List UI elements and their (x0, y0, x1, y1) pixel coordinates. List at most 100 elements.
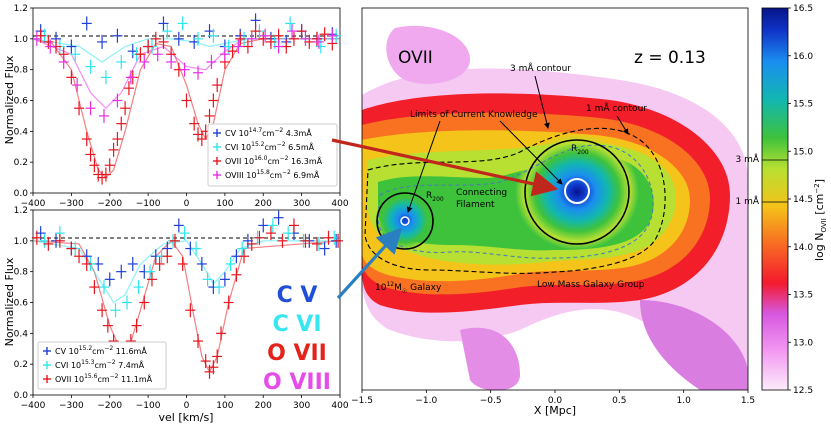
data-point-ovii (112, 132, 123, 147)
data-point-oviii (58, 54, 69, 69)
data-point-oviii (179, 62, 190, 77)
x-tick-label: 0 (184, 401, 190, 411)
legend-entry-cvi: CVI 1015.2cm−2 6.5mÅ (213, 141, 315, 152)
data-point-cvi (214, 280, 225, 295)
data-point-cvi (285, 16, 296, 31)
map-annotation-limits: Limits of Current Knowledge (410, 110, 538, 120)
x-tick-label: 100 (216, 401, 233, 411)
data-point-oviii (72, 78, 83, 93)
data-point-ovii (146, 272, 157, 287)
data-point-cv (173, 218, 184, 233)
x-tick-label: 100 (216, 199, 233, 209)
data-point-oviii (206, 54, 217, 69)
data-point-ovii (246, 236, 257, 251)
x-tick-label: −200 (97, 199, 122, 209)
legend-entry-ovii: OVII 1016.0cm−2 16.3mÅ (213, 155, 323, 166)
data-point-ovii (239, 249, 250, 264)
colorbar-gradient (761, 7, 789, 391)
data-point-ovii (212, 349, 223, 364)
data-point-ovii (54, 233, 65, 248)
data-point-cv (97, 34, 108, 49)
y-tick-label: 0.8 (14, 268, 29, 278)
data-point-ovii (288, 218, 299, 233)
y-tick-label: 0.0 (14, 189, 29, 199)
data-point-ovii (265, 226, 276, 241)
data-point-cvi (70, 47, 81, 62)
map-annotation-galaxy: 1012M☉ Galaxy (375, 281, 442, 295)
map-annotation-filament-2: Filament (456, 200, 495, 210)
data-point-ovii (177, 256, 188, 271)
svg-text:CVI 1015.2cm−2 6.5mÅ: CVI 1015.2cm−2 6.5mÅ (225, 141, 315, 152)
data-point-ovii (258, 31, 269, 46)
data-point-oviii (45, 39, 56, 54)
colorbar-tick-label: 16.5 (793, 4, 813, 14)
data-point-ovii (212, 78, 223, 93)
data-point-ovii (204, 108, 215, 123)
data-point-cvi (98, 280, 109, 295)
data-point-cvi (267, 218, 278, 233)
map-annotation-filament-1: Connecting (456, 188, 507, 198)
x-tick-label: −300 (59, 401, 84, 411)
map-group-r200-circle (524, 139, 630, 245)
data-point-cv (319, 241, 330, 256)
data-point-ovii (319, 27, 330, 42)
data-point-ovii (143, 39, 154, 54)
panel-bottom-xlabel: vel [km/s] (159, 411, 214, 424)
data-point-ovii (139, 295, 150, 310)
data-point-ovii (131, 318, 142, 333)
data-point-ovii (43, 236, 54, 251)
data-point-ovii (196, 132, 207, 147)
data-point-ovii (150, 31, 161, 46)
data-point-ovii (120, 101, 131, 116)
panel-bottom-ylabel: Normalized Flux (3, 257, 16, 346)
data-point-cv (196, 256, 207, 271)
data-point-oviii (31, 31, 42, 46)
data-point-ovii (265, 34, 276, 49)
data-point-cvi (202, 272, 213, 287)
data-point-ovii (85, 147, 96, 162)
map-ion-title: OVII (398, 48, 433, 68)
data-point-ovii (123, 81, 134, 96)
data-point-ovii (66, 70, 77, 85)
y-tick-label: 0.6 (14, 299, 29, 309)
data-point-cv (66, 39, 77, 54)
data-point-cvi (177, 16, 188, 31)
ion-label-ovii: O VII (267, 341, 327, 366)
data-point-ovii (296, 24, 307, 39)
map-arrow-3ma (534, 75, 550, 129)
data-point-oviii (287, 24, 298, 39)
legend-bottom: CV 1015.2cm−2 11.6mÅ CVI 1015.3cm−2 7.4mÅ… (37, 341, 167, 390)
ovii-column-density-map: OVII z = 0.13 3 mÅ contour 1 mÅ contour … (351, 7, 755, 417)
svg-text:CV 1014.7cm−2 4.3mÅ: CV 1014.7cm−2 4.3mÅ (225, 127, 312, 138)
data-point-oviii (98, 108, 109, 123)
data-point-ovii (277, 233, 288, 248)
map-annotation-group: Low Mass Galaxy Group (537, 280, 645, 290)
x-tick-label: 300 (293, 199, 310, 209)
map-pink-blob-right (640, 300, 748, 390)
x-tick-label: −100 (136, 199, 161, 209)
data-point-oviii (246, 31, 257, 46)
data-point-cvi (237, 241, 248, 256)
data-point-cvi (110, 303, 121, 318)
map-annotation-r200-galaxy: R200 (426, 191, 444, 203)
data-point-cvi (85, 59, 96, 74)
data-point-ovii (231, 267, 242, 282)
data-point-cv (112, 28, 123, 43)
colorbar-label: log NOVII [cm−2] (813, 179, 828, 261)
data-point-oviii (139, 54, 150, 69)
data-point-oviii (112, 93, 123, 108)
x-tick-label: −400 (21, 401, 46, 411)
data-point-ovii (227, 44, 238, 59)
data-point-ovii (216, 326, 227, 341)
data-point-cvi (116, 54, 127, 69)
y-tick-label: 0.8 (14, 66, 29, 76)
x-tick-label: −100 (136, 401, 161, 411)
data-point-ovii (181, 93, 192, 108)
x-tick-label: 200 (255, 199, 272, 209)
data-point-cv (116, 264, 127, 279)
data-point-ovii (66, 241, 77, 256)
legend-bottom-box (37, 341, 167, 390)
colorbar-tick-label: 14.0 (793, 243, 813, 253)
map-annotation-3ma-contour: 3 mÅ contour (510, 62, 571, 74)
map-x-tick-label: −1.5 (351, 396, 373, 406)
